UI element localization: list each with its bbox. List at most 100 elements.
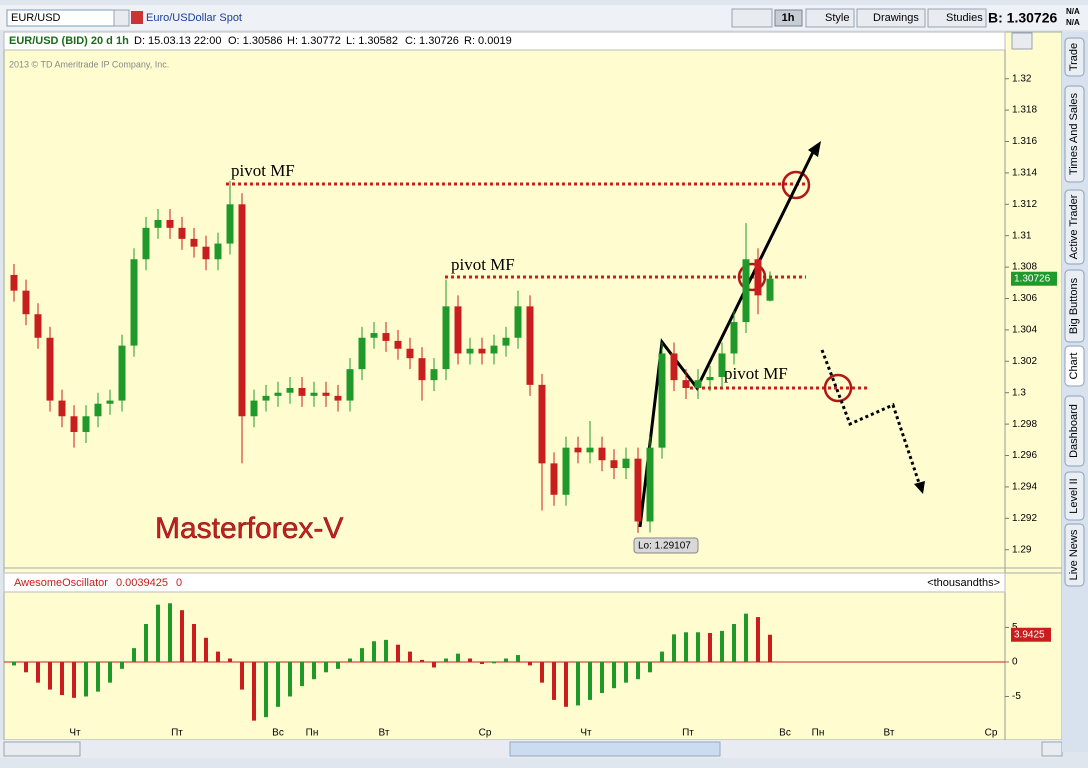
sidebar-tab-label: Active Trader: [1068, 194, 1080, 259]
sidebar-tab[interactable]: [1064, 189, 1085, 265]
candle-body: [742, 259, 750, 323]
style-button[interactable]: [805, 8, 855, 28]
oscillator-bar: [216, 651, 220, 662]
oscillator-bar: [396, 644, 400, 662]
x-axis-label: Пт: [682, 728, 694, 739]
candle-body: [322, 392, 330, 396]
oscillator-bar: [312, 661, 316, 680]
studies-label: Studies: [946, 12, 983, 24]
sidebar-tab[interactable]: [1064, 85, 1085, 183]
tools-button[interactable]: [731, 8, 773, 28]
scrollbar-thumb[interactable]: [509, 741, 721, 757]
na-2: N/A: [1066, 18, 1080, 27]
flag-icon: [131, 11, 143, 24]
sidebar-tab[interactable]: [1064, 37, 1085, 77]
y-tick-label: 1.298: [1012, 419, 1037, 430]
candle-body: [430, 369, 438, 381]
candle-body: [82, 416, 90, 432]
last-price-label: 1.30726: [1014, 273, 1051, 284]
oscillator-bar: [720, 630, 724, 662]
last-price-tag: [1011, 271, 1057, 286]
y-tick-label: -5: [1012, 691, 1021, 702]
oscillator-bar: [384, 639, 388, 662]
y-tick-label: 1.304: [1012, 325, 1037, 336]
y-tick-label: 1.294: [1012, 482, 1037, 493]
candle-body: [658, 353, 666, 448]
studies-button[interactable]: [927, 8, 987, 28]
candle-body: [382, 333, 390, 341]
oscillator-bar: [432, 661, 436, 668]
arrowhead: [914, 481, 925, 494]
candle-body: [514, 306, 522, 338]
candle-body: [730, 322, 738, 354]
oscillator-bar: [228, 658, 232, 662]
info-date: D: 15.03.13 22:00: [134, 35, 221, 47]
candle-body: [490, 345, 498, 354]
oscillator-bar: [444, 658, 448, 662]
candle-body: [670, 353, 678, 381]
interval: 1h: [782, 12, 795, 24]
candle-body: [610, 460, 618, 469]
oscillator-bar: [156, 604, 160, 662]
candle-body: [130, 259, 138, 346]
scroll-end-buttons[interactable]: [1041, 741, 1063, 757]
oscillator-bar: [132, 648, 136, 662]
candle-body: [754, 259, 762, 296]
sidebar-tab[interactable]: [1064, 523, 1085, 587]
watermark: Masterforex-V: [155, 512, 343, 545]
oscillator-bar: [696, 632, 700, 662]
x-axis-label: Вс: [272, 728, 284, 739]
oscillator-bar: [552, 661, 556, 700]
candle-body: [238, 204, 246, 417]
zoom-buttons[interactable]: [3, 741, 81, 757]
study-value: 0.0039425: [116, 577, 168, 589]
interval-button[interactable]: [774, 9, 803, 27]
oscillator-bar: [12, 661, 16, 666]
snapshot-button[interactable]: [1011, 32, 1033, 50]
drawings-button[interactable]: [856, 8, 926, 28]
x-axis-label: Пт: [171, 728, 183, 739]
candle-body: [262, 395, 270, 401]
sidebar-tab[interactable]: [1064, 345, 1085, 387]
y-tick-label: 1.308: [1012, 262, 1037, 273]
oscillator-bar: [84, 661, 88, 697]
study-unit: <thousandths>: [927, 577, 1000, 589]
candle-body: [142, 227, 150, 260]
candle-body: [106, 400, 114, 404]
oscillator-bar: [672, 634, 676, 662]
oscillator-bar: [240, 661, 244, 690]
candle-body: [94, 403, 102, 417]
oscillator-bar: [480, 661, 484, 665]
candle-body: [166, 220, 174, 228]
sidebar-tab[interactable]: [1064, 395, 1085, 467]
drawings-label: Drawings: [873, 12, 919, 24]
sidebar-tab[interactable]: [1064, 269, 1085, 343]
candle-body: [646, 447, 654, 522]
y-tick-label: 1.306: [1012, 293, 1037, 304]
oscillator-bar: [192, 623, 196, 662]
candle-body: [466, 348, 474, 354]
symbol: EUR/USD: [11, 12, 61, 24]
candle-body: [454, 306, 462, 354]
info-name: EUR/USD (BID) 20 d 1h: [9, 35, 129, 47]
x-axis-label: Чт: [580, 728, 592, 739]
sidebar-tab[interactable]: [1064, 471, 1085, 521]
sidebar-tab-label: Chart: [1068, 353, 1080, 380]
oscillator-bar: [48, 661, 52, 690]
oscillator-bar: [180, 610, 184, 662]
info-low: L: 1.30582: [346, 35, 398, 47]
circle-mark: [823, 373, 853, 403]
symbol-dropdown[interactable]: [113, 9, 130, 27]
y-tick-label: 0: [1012, 657, 1018, 668]
oscillator-bar: [408, 651, 412, 662]
candle-body: [178, 227, 186, 239]
oscillator-bar: [144, 623, 148, 662]
oscillator-bar: [504, 658, 508, 662]
candle-body: [226, 204, 234, 244]
candle-body: [766, 278, 774, 301]
oscillator-bar: [768, 634, 772, 662]
y-tick-label: 1.312: [1012, 199, 1037, 210]
x-axis-label: Пн: [812, 728, 825, 739]
candle-body: [586, 447, 594, 453]
